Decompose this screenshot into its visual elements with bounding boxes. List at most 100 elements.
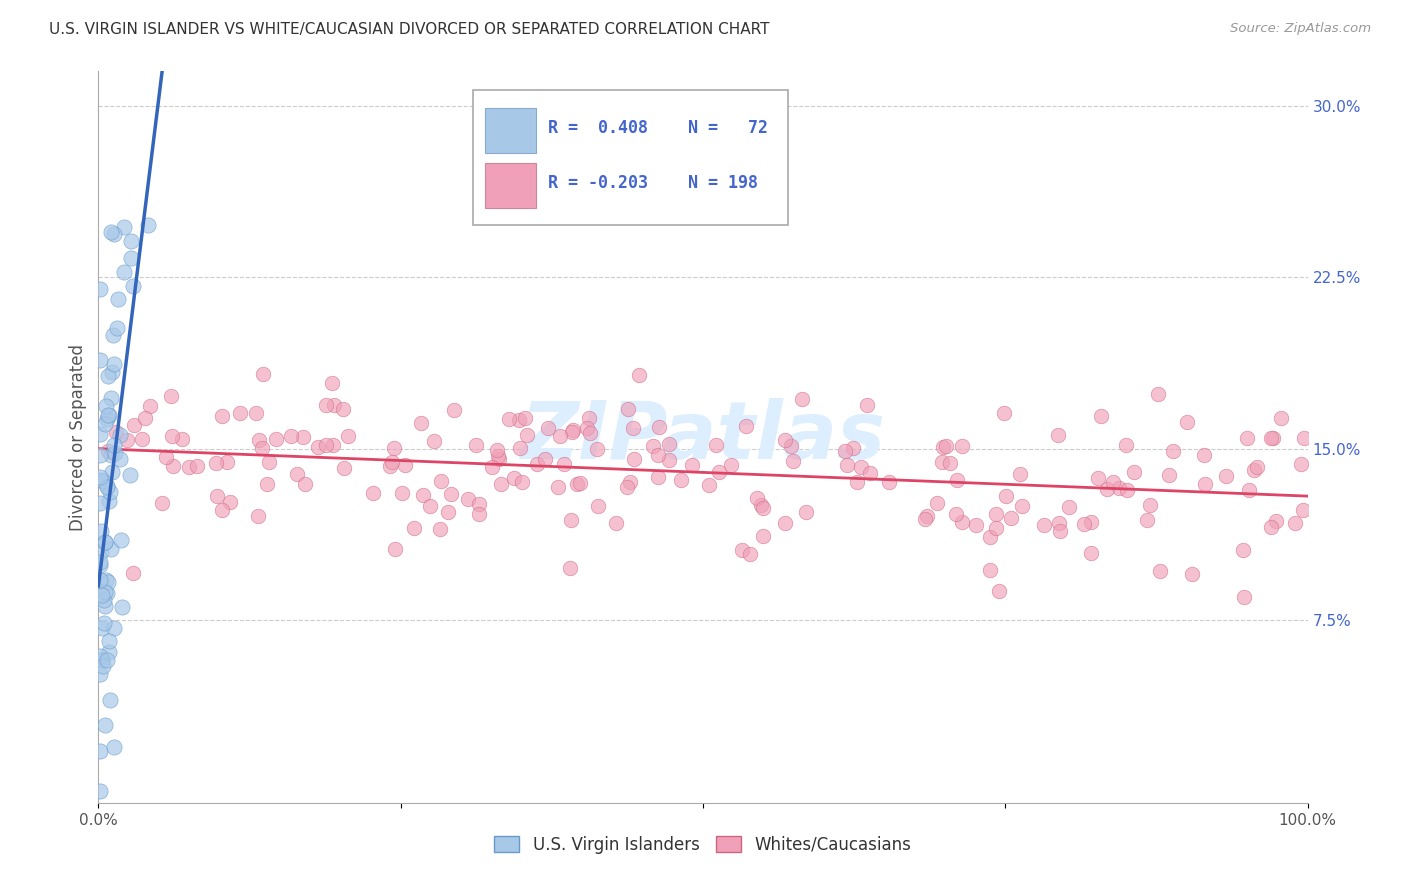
- Point: [1261, 432, 1284, 446]
- Point: [1047, 516, 1070, 531]
- Point: [1108, 481, 1130, 495]
- Point: [946, 473, 969, 487]
- Point: [1246, 460, 1268, 475]
- Point: [90, 621, 112, 635]
- Point: [430, 475, 453, 489]
- Point: [488, 452, 510, 467]
- Point: [1073, 517, 1095, 532]
- Point: [98, 693, 121, 707]
- Point: [217, 455, 239, 469]
- Point: [565, 476, 588, 491]
- Point: [925, 496, 948, 510]
- Point: [89, 282, 111, 296]
- Point: [617, 402, 640, 417]
- Point: [794, 506, 817, 520]
- Point: [508, 413, 530, 427]
- Point: [90, 524, 112, 538]
- Point: [97, 368, 120, 383]
- Point: [1270, 411, 1292, 425]
- Point: [89, 555, 111, 569]
- Point: [526, 457, 548, 471]
- Point: [336, 428, 359, 442]
- Point: [1080, 516, 1102, 530]
- Point: [90, 545, 112, 559]
- Point: [91, 653, 114, 667]
- Point: [1237, 483, 1260, 497]
- Point: [437, 505, 460, 519]
- Point: [837, 458, 859, 473]
- Point: [97, 645, 120, 659]
- Point: [332, 401, 354, 416]
- Point: [1049, 524, 1071, 539]
- Point: [619, 475, 641, 490]
- Point: [775, 433, 797, 447]
- Point: [110, 533, 132, 548]
- Point: [440, 487, 463, 501]
- Point: [995, 489, 1018, 503]
- Point: [103, 621, 125, 635]
- Point: [257, 455, 280, 469]
- Point: [384, 441, 406, 455]
- Point: [503, 471, 526, 485]
- Point: [89, 744, 111, 758]
- Point: [1194, 448, 1216, 462]
- Point: [647, 448, 669, 462]
- Point: [752, 528, 775, 542]
- Text: ZIPatlas: ZIPatlas: [520, 398, 886, 476]
- Point: [856, 398, 879, 412]
- Point: [429, 523, 451, 537]
- Point: [89, 427, 111, 442]
- Point: [105, 321, 128, 335]
- Point: [207, 489, 229, 503]
- Point: [621, 421, 644, 435]
- Point: [1157, 467, 1180, 482]
- Point: [162, 458, 184, 473]
- Point: [917, 508, 939, 523]
- Point: [100, 542, 122, 557]
- Point: [647, 470, 669, 484]
- Point: [512, 475, 534, 490]
- Point: [468, 497, 491, 511]
- Point: [247, 434, 270, 448]
- Point: [89, 666, 111, 681]
- Point: [779, 439, 801, 453]
- Point: [1116, 483, 1139, 497]
- Point: [515, 410, 537, 425]
- Point: [658, 436, 681, 450]
- Point: [378, 458, 401, 473]
- Point: [94, 417, 117, 431]
- Point: [96, 479, 118, 493]
- Point: [246, 508, 269, 523]
- Point: [1215, 469, 1237, 483]
- Point: [93, 599, 115, 614]
- Point: [294, 477, 316, 491]
- Point: [89, 353, 111, 368]
- Point: [91, 652, 114, 666]
- Point: [105, 425, 128, 440]
- Point: [229, 406, 252, 420]
- Point: [404, 521, 426, 535]
- Point: [984, 521, 1007, 535]
- Point: [671, 473, 693, 487]
- Point: [266, 432, 288, 446]
- Point: [107, 292, 129, 306]
- Point: [315, 438, 337, 452]
- Text: U.S. VIRGIN ISLANDER VS WHITE/CAUCASIAN DIVORCED OR SEPARATED CORRELATION CHART: U.S. VIRGIN ISLANDER VS WHITE/CAUCASIAN …: [49, 22, 769, 37]
- Point: [731, 543, 754, 558]
- Point: [96, 586, 118, 600]
- Point: [486, 442, 509, 457]
- Point: [131, 432, 153, 446]
- Point: [586, 499, 609, 513]
- Point: [792, 392, 814, 406]
- Point: [945, 508, 967, 522]
- Point: [931, 455, 953, 469]
- Point: [979, 530, 1001, 544]
- Point: [1147, 387, 1170, 401]
- Point: [1008, 467, 1031, 481]
- Point: [1260, 520, 1282, 534]
- Point: [315, 398, 337, 412]
- Point: [481, 459, 503, 474]
- Point: [322, 437, 344, 451]
- Point: [250, 441, 273, 455]
- FancyBboxPatch shape: [485, 108, 536, 153]
